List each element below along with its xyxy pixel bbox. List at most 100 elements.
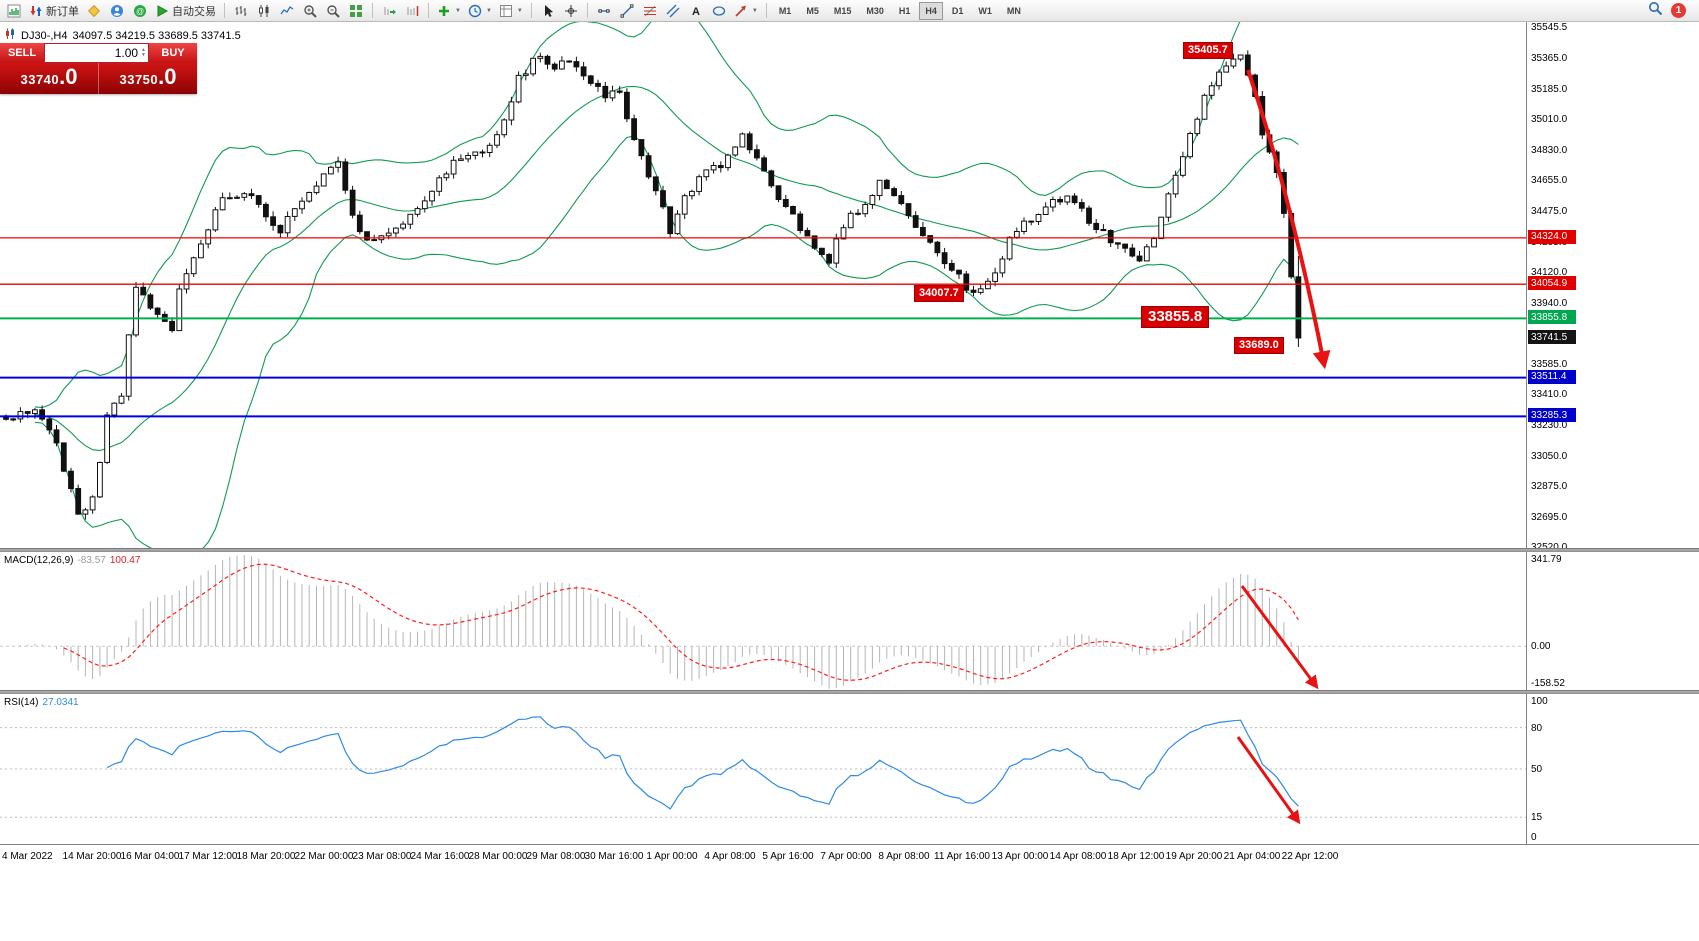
rsi-value: 27.0341 bbox=[42, 697, 79, 708]
new-chart-button[interactable] bbox=[3, 1, 25, 21]
time-axis-label: 24 Mar 16:00 bbox=[410, 851, 470, 862]
mql-market-button[interactable] bbox=[83, 1, 105, 21]
main-chart-panel[interactable]: DJ30-,H4 34097.5 34219.5 33689.5 33741.5… bbox=[0, 22, 1526, 548]
price-badge: 33741.5 bbox=[1528, 330, 1576, 345]
volume-input[interactable]: 1.00 ▲ ▼ bbox=[44, 43, 149, 63]
zoom-in-button[interactable] bbox=[299, 1, 321, 21]
dropdown-caret-icon: ▼ bbox=[455, 7, 461, 14]
symbol-ohlc: 34097.5 34219.5 33689.5 33741.5 bbox=[72, 29, 241, 42]
price-annotation[interactable]: 35405.7 bbox=[1183, 42, 1233, 59]
axis-label: 35545.5 bbox=[1531, 21, 1568, 33]
macd-panel[interactable]: MACD(12,26,9) -83.57 100.47 bbox=[0, 552, 1526, 690]
time-axis-label: 4 Apr 08:00 bbox=[704, 851, 756, 862]
auto-scroll-button[interactable] bbox=[378, 1, 400, 21]
price-badge: 34324.0 bbox=[1528, 229, 1576, 244]
periods-button[interactable]: ▼ bbox=[465, 1, 495, 21]
indicators-button[interactable]: ▼ bbox=[434, 1, 464, 21]
axis-label: 34120.0 bbox=[1531, 266, 1568, 278]
cursor-button[interactable] bbox=[537, 1, 559, 21]
timeframe-h1-button[interactable]: H1 bbox=[898, 5, 911, 16]
chart-new-icon bbox=[7, 4, 21, 18]
horizontal-line-button[interactable] bbox=[593, 1, 615, 21]
timeframe-m30-button[interactable]: M30 bbox=[866, 5, 884, 16]
line-chart-button[interactable] bbox=[276, 1, 298, 21]
svg-text:@: @ bbox=[136, 7, 144, 16]
toolbar-separator bbox=[586, 3, 588, 18]
arrows-tool-button[interactable]: ▼ bbox=[731, 1, 761, 21]
profile-button[interactable] bbox=[106, 1, 128, 21]
timeframe-d1-button[interactable]: D1 bbox=[951, 5, 964, 16]
trendline-icon bbox=[620, 3, 634, 18]
price-axis[interactable]: 35545.5 35365.0 35185.0 35010.0 34830.0 34655… bbox=[1526, 22, 1699, 844]
auto-scroll-icon bbox=[382, 4, 396, 18]
trendline-button[interactable] bbox=[616, 1, 638, 21]
new-order-button[interactable]: 新订单 bbox=[26, 1, 82, 21]
crosshair-button[interactable] bbox=[560, 1, 582, 21]
timeframe-m15-button[interactable]: M15 bbox=[833, 5, 852, 16]
tile-windows-button[interactable] bbox=[345, 1, 367, 21]
axis-label: 0 bbox=[1531, 832, 1537, 843]
text-tool-icon: A bbox=[689, 4, 703, 18]
buy-price-main: 33750 bbox=[119, 72, 159, 87]
shapes-button[interactable] bbox=[708, 1, 730, 21]
time-axis-label: 7 Apr 00:00 bbox=[820, 851, 872, 862]
zoom-out-icon bbox=[326, 4, 340, 18]
indicators-plus-icon bbox=[437, 4, 451, 18]
community-button[interactable]: @ bbox=[129, 1, 151, 21]
time-axis-label: 22 Mar 00:00 bbox=[294, 851, 354, 862]
price-badge: 33285.3 bbox=[1528, 408, 1576, 423]
fibonacci-button[interactable] bbox=[639, 1, 661, 21]
buy-button[interactable]: BUY bbox=[149, 43, 197, 63]
channel-button[interactable] bbox=[662, 1, 684, 21]
buy-price[interactable]: 33750.0 bbox=[99, 63, 197, 94]
axis-label: 35365.0 bbox=[1531, 52, 1568, 64]
sell-price-main: 33740 bbox=[20, 72, 60, 87]
time-axis-label: 5 Apr 16:00 bbox=[762, 851, 814, 862]
search-icon[interactable] bbox=[1648, 1, 1663, 21]
panel-separator[interactable] bbox=[0, 690, 1699, 694]
zoom-out-button[interactable] bbox=[322, 1, 344, 21]
spinner-down-icon[interactable]: ▼ bbox=[141, 52, 146, 58]
bar-chart-button[interactable] bbox=[230, 1, 252, 21]
templates-button[interactable]: ▼ bbox=[496, 1, 526, 21]
volume-spinner[interactable]: ▲ ▼ bbox=[141, 48, 146, 58]
sell-price[interactable]: 33740.0 bbox=[0, 63, 99, 94]
spinner-up-icon[interactable]: ▲ bbox=[141, 47, 146, 53]
axis-label: 33410.0 bbox=[1531, 389, 1568, 400]
sell-button[interactable]: SELL bbox=[0, 43, 44, 63]
panel-separator[interactable] bbox=[0, 548, 1699, 552]
chart-shift-button[interactable] bbox=[401, 1, 423, 21]
rsi-panel[interactable]: RSI(14) 27.0341 bbox=[0, 694, 1526, 844]
cursor-icon bbox=[541, 4, 555, 18]
autotrade-play-icon bbox=[155, 4, 169, 18]
profile-icon bbox=[110, 4, 124, 18]
timeframe-m1-button[interactable]: M1 bbox=[778, 5, 792, 16]
text-tool-button[interactable]: A bbox=[685, 1, 707, 21]
symbol-name: DJ30-,H4 bbox=[21, 29, 68, 42]
notification-badge[interactable]: 1 bbox=[1671, 3, 1686, 18]
price-annotation[interactable]: 33855.8 bbox=[1141, 306, 1210, 328]
rsi-chart bbox=[0, 716, 1526, 825]
autotrading-button[interactable]: 自动交易 bbox=[152, 1, 219, 21]
price-annotation[interactable]: 34007.7 bbox=[914, 285, 964, 302]
templates-icon bbox=[499, 4, 513, 18]
axis-label: 15 bbox=[1531, 812, 1543, 824]
time-axis-label: 18 Mar 20:00 bbox=[236, 851, 296, 862]
dropdown-caret-icon: ▼ bbox=[516, 7, 523, 14]
axis-label: 100 bbox=[1531, 696, 1548, 707]
candlestick-chart-button[interactable] bbox=[253, 1, 275, 21]
new-order-icon bbox=[29, 4, 43, 18]
timeframe-w1-button[interactable]: W1 bbox=[978, 5, 992, 16]
time-axis-label: 8 Apr 08:00 bbox=[878, 851, 930, 862]
time-axis[interactable]: 4 Mar 2022 14 Mar 20:00 16 Mar 04:00 17 Mar… bbox=[0, 844, 1699, 870]
macd-main-value: -83.57 bbox=[77, 555, 106, 566]
timeframe-m5-button[interactable]: M5 bbox=[806, 5, 819, 16]
price-annotation[interactable]: 33689.0 bbox=[1234, 337, 1284, 354]
macd-chart bbox=[0, 555, 1526, 690]
buy-price-frac: .0 bbox=[158, 64, 177, 89]
time-axis-label: 14 Apr 08:00 bbox=[1049, 851, 1107, 862]
timeframe-h4-button[interactable]: H4 bbox=[919, 1, 943, 20]
macd-name: MACD(12,26,9) bbox=[4, 555, 74, 566]
timeframe-mn-button[interactable]: MN bbox=[1006, 5, 1021, 16]
time-axis-label: 1 Apr 00:00 bbox=[646, 851, 698, 862]
